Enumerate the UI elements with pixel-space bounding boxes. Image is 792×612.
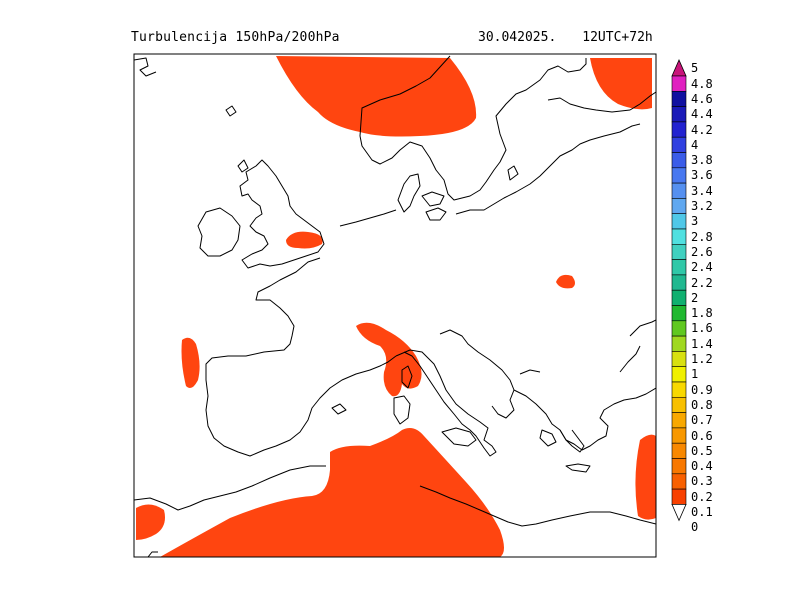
turbulence-area-ukraine (556, 274, 575, 289)
colorbar-label: 1.8 (691, 306, 713, 321)
colorbar-swatch (671, 473, 687, 490)
colorbar-swatch (671, 91, 687, 107)
coastline-greece (539, 429, 591, 473)
colorbar-swatch (671, 244, 687, 260)
colorbar-swatch (671, 289, 687, 306)
colorbar-swatch (671, 106, 687, 123)
coastline-ireland (197, 207, 241, 257)
colorbar-swatch (671, 182, 687, 199)
coastline-corsica (401, 365, 413, 389)
colorbar-label: 2.6 (691, 244, 713, 259)
coastline-shetland (225, 105, 249, 173)
colorbar-label: 4.2 (691, 122, 713, 137)
colorbar-label: 0.2 (691, 489, 713, 504)
coastline-balearics (331, 403, 347, 415)
turbulence-area-alps-corsica (356, 322, 422, 397)
colorbar-label: 0.7 (691, 413, 713, 428)
colorbar-swatch (671, 198, 687, 214)
coastlines (134, 55, 656, 557)
colorbar-swatch (671, 488, 687, 505)
colorbar-swatch (671, 396, 687, 413)
colorbar-label: 0.4 (691, 459, 713, 474)
coastline-black-sea (619, 319, 656, 373)
turbulence-area-england (286, 231, 323, 249)
colorbar-label: 0.5 (691, 443, 713, 458)
colorbar-swatch (671, 320, 687, 337)
coastline-sicily (441, 427, 477, 447)
colorbar-label: 3.6 (691, 168, 713, 183)
colorbar-swatch (671, 121, 687, 138)
colorbar-label: 1.4 (691, 336, 713, 351)
colorbar-swatch (671, 228, 687, 245)
colorbar-label: 1.2 (691, 352, 713, 367)
forecast-time: 30.042025. 12UTC+72h (478, 30, 653, 45)
colorbar-swatch (671, 152, 687, 169)
forecast-run: 12UTC+72h (582, 30, 653, 45)
colorbar-swatch (671, 366, 687, 383)
colorbar-label: 0 (691, 520, 699, 535)
colorbar-label: 2 (691, 290, 699, 305)
colorbar-label: 2.2 (691, 275, 713, 290)
colorbar-swatch (671, 305, 687, 322)
colorbar-swatch (671, 442, 687, 459)
colorbar-bottom-arrow (671, 504, 687, 522)
colorbar-label: 3 (691, 214, 699, 229)
turbulence-area-baltic (590, 58, 652, 110)
colorbar-swatch (671, 351, 687, 367)
colorbar-label: 3.2 (691, 199, 713, 214)
colorbar (671, 59, 687, 522)
colorbar-label: 0.3 (691, 474, 713, 489)
coastline-france-atlantic (205, 209, 397, 457)
colorbar-swatch (671, 75, 687, 92)
colorbar-label: 0.6 (691, 428, 713, 443)
colorbar-label: 4 (691, 137, 699, 152)
colorbar-label: 4.8 (691, 76, 713, 91)
colorbar-label: 3.4 (691, 183, 713, 198)
colorbar-swatch (671, 458, 687, 475)
colorbar-swatch (671, 381, 687, 398)
colorbar-label: 1.6 (691, 321, 713, 336)
coastline-sardinia (393, 395, 411, 425)
map-area (134, 55, 656, 557)
colorbar-label: 2.8 (691, 229, 713, 244)
colorbar-label: 3.8 (691, 153, 713, 168)
colorbar-swatch (671, 412, 687, 429)
colorbar-top-arrow (671, 59, 687, 77)
colorbar-label: 0.8 (691, 397, 713, 412)
colorbar-label: 0.9 (691, 382, 713, 397)
colorbar-label: 4.6 (691, 91, 713, 106)
coastline-great-britain (239, 159, 325, 269)
coastline-italy (395, 329, 515, 457)
colorbar-swatch (671, 335, 687, 352)
colorbar-swatch (671, 259, 687, 276)
coastline-baltic (455, 91, 656, 215)
coastline-africa-tip (147, 551, 158, 557)
map-title: Turbulencija 150hPa/200hPa (131, 30, 340, 45)
coastline-scandinavia (134, 55, 587, 201)
colorbar-label: 1 (691, 367, 699, 382)
turbulence-area-north-sea (276, 56, 477, 137)
colorbar-swatch (671, 427, 687, 444)
colorbar-swatch (671, 136, 687, 153)
colorbar-swatch (671, 167, 687, 184)
colorbar-swatch (671, 274, 687, 291)
colorbar-label: 4.4 (691, 107, 713, 122)
colorbar-label: 0.1 (691, 505, 713, 520)
turbulence-area-portugal (181, 337, 200, 388)
turbulence-area-sahara (160, 428, 504, 557)
coastline-denmark (397, 173, 447, 221)
turbulence-area-iberia-south (136, 504, 165, 540)
map-frame (133, 53, 657, 558)
colorbar-label: 2.4 (691, 260, 713, 275)
colorbar-label: 5 (691, 61, 699, 76)
coastline-balkans (513, 369, 656, 451)
turbulence-area-eastern-med (635, 434, 656, 520)
coastline-gotland (507, 165, 519, 181)
coastline-north-africa (134, 465, 656, 527)
forecast-date: 30.042025. (478, 30, 557, 45)
turbulence-areas (136, 56, 656, 557)
colorbar-swatch (671, 213, 687, 230)
